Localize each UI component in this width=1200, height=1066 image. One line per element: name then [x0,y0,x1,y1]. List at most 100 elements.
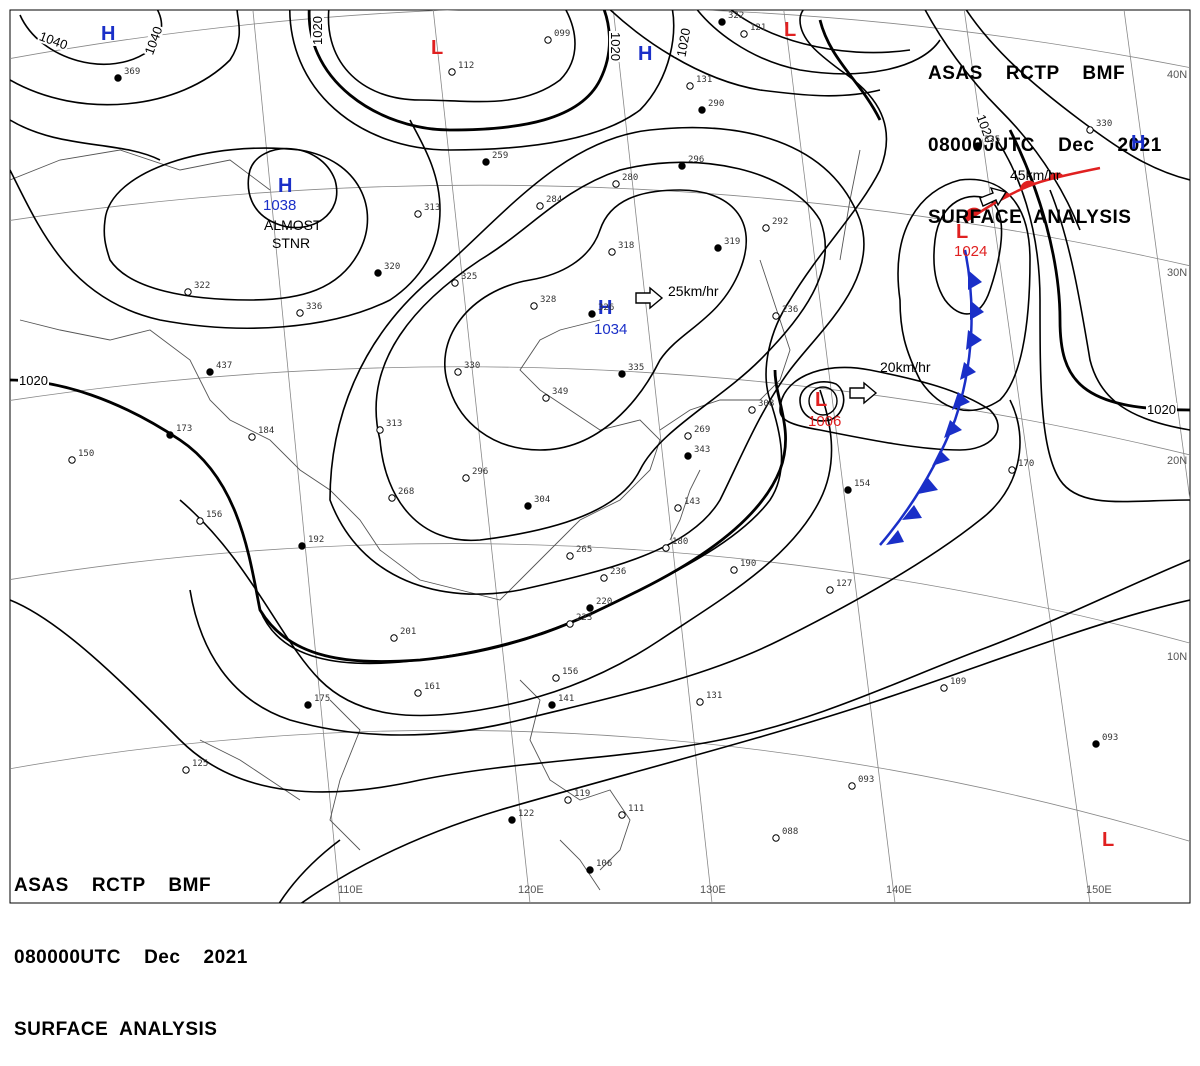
station-plot-value: 127 [836,579,853,589]
latitude-label: 20N [1167,455,1188,467]
station-dot [68,456,76,464]
isobar-low-ecs [799,381,845,422]
station-plot-value: 121 [750,23,767,33]
station-plot-value: 093 [1102,733,1119,743]
station-dot [772,834,780,842]
station-plot-value: 161 [424,682,441,692]
station-plot-value: 141 [558,694,575,704]
latitude-label: 40N [1167,69,1188,81]
station-dot [544,36,552,44]
station-dot [730,566,738,574]
isobar-label: 1020 [1146,402,1177,417]
station-plot-value: 330 [464,361,481,371]
station-dot [566,552,574,560]
station-plot-value: 175 [314,694,331,704]
station-dot [684,432,692,440]
cold-front [879,249,984,546]
station-plot-value: 190 [740,559,757,569]
station-plot-value: 313 [424,203,441,213]
low-symbol-north: L [431,37,444,59]
footer-title: ASAS RCTP BMF 080000UTC Dec 2021 SURFACE… [14,826,248,1066]
station-plot-value: 223 [576,613,593,623]
station-plot-value: 109 [950,677,967,687]
isobar-label: 1020 [309,15,325,46]
station-dot [374,269,382,277]
station-plot-value: 170 [1018,459,1035,469]
station-dot [248,433,256,441]
station-plot-value: 150 [78,449,95,459]
station-dot [844,486,852,494]
station-plot-value: 131 [706,691,723,701]
header-title: ASAS RCTP BMF 080000UTC Dec 2021 SURFACE… [928,14,1162,254]
station-plot-value: 236 [610,567,627,577]
station-plot-value: 343 [694,445,711,455]
station-dot [772,312,780,320]
high-symbol-nw: H [101,23,116,45]
station-dot [714,244,722,252]
motion-arrow-china-high [635,286,664,310]
station-dot [448,68,456,76]
station-dots [68,18,1100,874]
station-dot [608,248,616,256]
station-dot [566,620,574,628]
station-plot-value: 106 [596,859,613,869]
station-dot [414,210,422,218]
station-plot-value: 322 [194,281,211,291]
station-plot-value: 122 [518,809,535,819]
motion-arrows [635,186,1008,405]
station-dot [298,542,306,550]
station-plot-value: 290 [708,99,725,109]
coastlines [10,149,861,891]
station-plot-value: 296 [472,467,489,477]
station-dot [206,368,214,376]
station-plot-value: 319 [724,237,741,247]
station-dot [618,370,626,378]
station-dot [184,288,192,296]
station-plot-value: 304 [534,495,551,505]
station-plot-value: 269 [694,425,711,435]
footer-line-3: SURFACE ANALYSIS [14,1019,218,1040]
footer-line-1: ASAS RCTP BMF [14,875,212,896]
station-dot [600,574,608,582]
station-dot [304,701,312,709]
header-line-3: SURFACE ANALYSIS [928,207,1132,228]
station-dot [552,674,560,682]
station-plot-value: 131 [696,75,713,85]
station-dot [718,18,726,26]
station-plot-value: 156 [206,510,223,520]
station-plot-value: 313 [386,419,403,429]
isobar-label: 1020 [18,373,49,388]
station-plot-value: 192 [308,535,325,545]
station-dot [612,180,620,188]
station-plot-value: 220 [596,597,613,607]
longitude-label: 150E [1086,884,1112,896]
station-dot [390,634,398,642]
station-plot-value: 154 [854,479,871,489]
station-dot [748,406,756,414]
station-dot [548,701,556,709]
longitude-label: 120E [518,884,544,896]
longitude-label: 110E [338,884,363,896]
station-plot-value: 112 [458,61,475,71]
station-dot [588,310,596,318]
isobars-bold [10,10,1190,663]
station-plot-value: 184 [258,426,275,436]
low-center-ring-ecs [808,386,838,416]
station-plot-value: 326 [598,303,615,313]
isobar-label: 1020 [607,31,623,62]
station-dot [1086,126,1094,134]
high-symbol-ne: H [638,43,653,65]
station-plot-value: 328 [540,295,557,305]
low-motion-ecs: 20km/hr [880,359,931,375]
longitude-label: 140E [886,884,912,896]
header-line-2: 080000UTC Dec 2021 [928,135,1162,156]
high-symbol-china: H [598,297,613,319]
low-pressure-pacific: 1024 [954,243,988,260]
high-symbol-mongolia: H [278,175,293,197]
station-dot [454,368,462,376]
high-pressure-mongolia: 1038 [263,197,297,214]
station-dot [826,586,834,594]
station-dot [376,426,384,434]
station-dot [686,82,694,90]
station-dot [1008,466,1016,474]
